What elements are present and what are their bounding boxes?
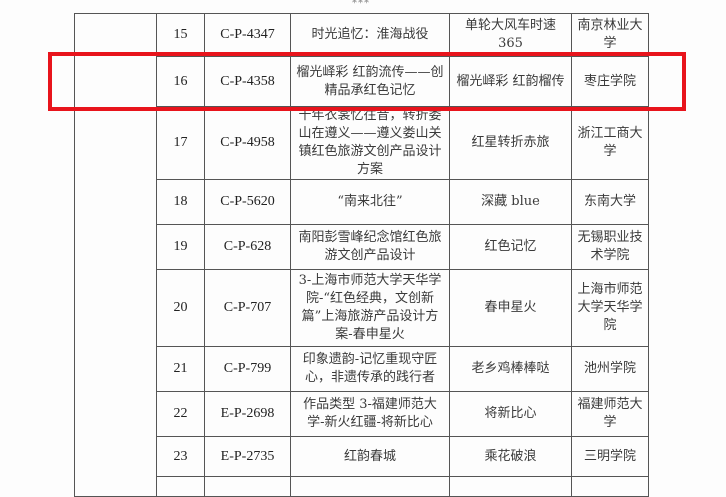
- entry-code: C-P-4958: [204, 106, 291, 180]
- empty-cell: [156, 476, 205, 497]
- table-row: 18 C-P-5620 “南来北往” 深藏 blue 东南大学: [75, 179, 649, 225]
- school-name: 三明学院: [571, 436, 649, 477]
- school-name: 无锡职业技术学院: [571, 224, 649, 270]
- entry-code: C-P-799: [204, 346, 291, 392]
- row-number: 16: [156, 56, 205, 107]
- group-cell: [74, 13, 157, 497]
- school-name: 福建师范大学: [571, 391, 649, 437]
- school-name: 上海市师范大学天华学院: [571, 269, 649, 347]
- row-number: 22: [156, 391, 205, 437]
- empty-cell: [449, 476, 572, 497]
- entry-title: 千年衣裳忆往昔，转折娄山在遵义——遵义娄山关镇红色旅游文创产品设计方案: [290, 106, 450, 180]
- entry-code: C-P-628: [204, 224, 291, 270]
- row-number: 19: [156, 224, 205, 270]
- school-name: 东南大学: [571, 179, 649, 225]
- table-row: 21 C-P-799 印象遗韵-记忆重现守匠心，非遗传承的践行者 老乡鸡棒棒哒 池州学院: [75, 346, 649, 392]
- entry-title: “南来北往”: [290, 179, 450, 225]
- table-row: 17 C-P-4958 千年衣裳忆往昔，转折娄山在遵义——遵义娄山关镇红色旅游文创产…: [75, 106, 649, 180]
- row-number: 15: [156, 13, 205, 57]
- team-name: 红色记忆: [449, 224, 572, 270]
- team-name: 深藏 blue: [449, 179, 572, 225]
- table-row: 20 C-P-707 3-上海市师范大学天华学院-“红色经典，文创新篇”上海旅游产品…: [75, 269, 649, 347]
- row-number: 23: [156, 436, 205, 477]
- highlight-box: [48, 52, 686, 111]
- entry-code: C-P-4358: [204, 56, 291, 107]
- row-number: 17: [156, 106, 205, 180]
- team-name: 将新比心: [449, 391, 572, 437]
- entry-code: C-P-707: [204, 269, 291, 347]
- row-number: 21: [156, 346, 205, 392]
- entry-title: 作品类型 3-福建师范大学-新火红疆-将新比心: [290, 391, 450, 437]
- team-name: 榴光峄彩 红韵榴传: [449, 56, 572, 107]
- team-name: 乘花破浪: [449, 436, 572, 477]
- ellipsis-marker: ***: [352, 0, 370, 9]
- school-name: 浙江工商大学: [571, 106, 649, 180]
- table-row: 22 E-P-2698 作品类型 3-福建师范大学-新火红疆-将新比心 将新比心 福建师…: [75, 391, 649, 437]
- empty-cell: [204, 476, 291, 497]
- table-row: 23 E-P-2735 红韵春城 乘花破浪 三明学院: [75, 436, 649, 477]
- entry-code: E-P-2735: [204, 436, 291, 477]
- school-name: 南京林业大学: [571, 13, 649, 57]
- team-name: 红星转折赤旅: [449, 106, 572, 180]
- school-name: 池州学院: [571, 346, 649, 392]
- entry-title: 南阳彭雪峰纪念馆红色旅游文创产品设计: [290, 224, 450, 270]
- entry-title: 印象遗韵-记忆重现守匠心，非遗传承的践行者: [290, 346, 450, 392]
- entry-code: C-P-5620: [204, 179, 291, 225]
- empty-cell: [571, 476, 649, 497]
- team-name: 单轮大风车时速365: [449, 13, 572, 57]
- table-row: 15 C-P-4347 时光追忆：淮海战役 单轮大风车时速365 南京林业大学: [74, 13, 649, 497]
- entry-title: 时光追忆：淮海战役: [290, 13, 450, 57]
- entry-title: 红韵春城: [290, 436, 450, 477]
- entry-code: C-P-4347: [204, 13, 291, 57]
- empty-cell: [290, 476, 450, 497]
- row-number: 18: [156, 179, 205, 225]
- table-row-partial: [75, 476, 649, 497]
- team-name: 春申星火: [449, 269, 572, 347]
- table-row: 19 C-P-628 南阳彭雪峰纪念馆红色旅游文创产品设计 红色记忆 无锡职业技术学院: [75, 224, 649, 270]
- row-number: 20: [156, 269, 205, 347]
- entry-title: 3-上海市师范大学天华学院-“红色经典，文创新篇”上海旅游产品设计方案-春申星火: [290, 269, 450, 347]
- team-name: 老乡鸡棒棒哒: [449, 346, 572, 392]
- entry-code: E-P-2698: [204, 391, 291, 437]
